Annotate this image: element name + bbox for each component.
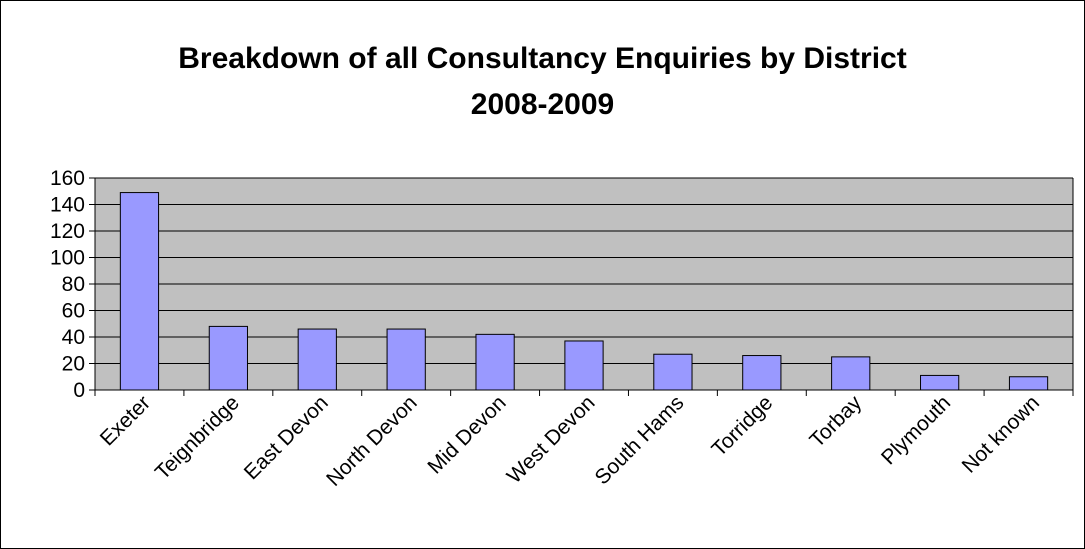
x-tick-label: Exeter: [96, 391, 155, 450]
bar-west-devon: [564, 340, 604, 391]
chart-title-line-1: Breakdown of all Consultancy Enquiries b…: [178, 42, 907, 75]
y-tick-label: 100: [50, 247, 85, 270]
bar-mid-devon: [475, 333, 515, 391]
bar-exeter: [119, 192, 160, 391]
bar-not-known: [1008, 376, 1049, 391]
x-tick-label: Torridge: [707, 391, 777, 461]
x-tick-label: Plymouth: [877, 391, 955, 469]
x-tick-label: Teignbridge: [151, 391, 244, 484]
x-tick-label: Not known: [958, 391, 1044, 477]
y-tick-label: 80: [62, 273, 85, 296]
bar-east-devon: [297, 328, 337, 391]
x-tick-label: South Hams: [590, 391, 688, 489]
y-tick-label: 20: [62, 353, 85, 376]
y-tick-label: 0: [73, 379, 85, 402]
axes: [89, 177, 1074, 396]
x-tick-label: Mid Devon: [423, 391, 510, 478]
x-tick-label: Torbay: [805, 391, 866, 452]
bar-torbay: [831, 356, 871, 391]
chart-title: Breakdown of all Consultancy Enquiries b…: [0, 36, 1085, 128]
bar-torridge: [742, 355, 782, 391]
bar-north-devon: [386, 328, 426, 391]
chart-title-line-2: 2008-2009: [470, 88, 615, 121]
y-tick-label: 120: [50, 220, 85, 243]
bars: [119, 192, 1049, 391]
bar-plymouth: [920, 374, 960, 391]
y-tick-label: 160: [50, 167, 85, 190]
y-tick-labels: 0 20 40 60 80 100 120 140 160: [50, 167, 85, 402]
bar-south-hams: [653, 353, 693, 391]
y-tick-label: 60: [62, 300, 85, 323]
bar-teignbridge: [208, 325, 248, 391]
x-tick-label: East Devon: [240, 391, 333, 484]
x-tick-label: North Devon: [322, 391, 422, 491]
y-tick-label: 140: [50, 194, 85, 217]
y-tick-label: 40: [62, 326, 85, 349]
x-tick-label: West Devon: [503, 391, 600, 488]
